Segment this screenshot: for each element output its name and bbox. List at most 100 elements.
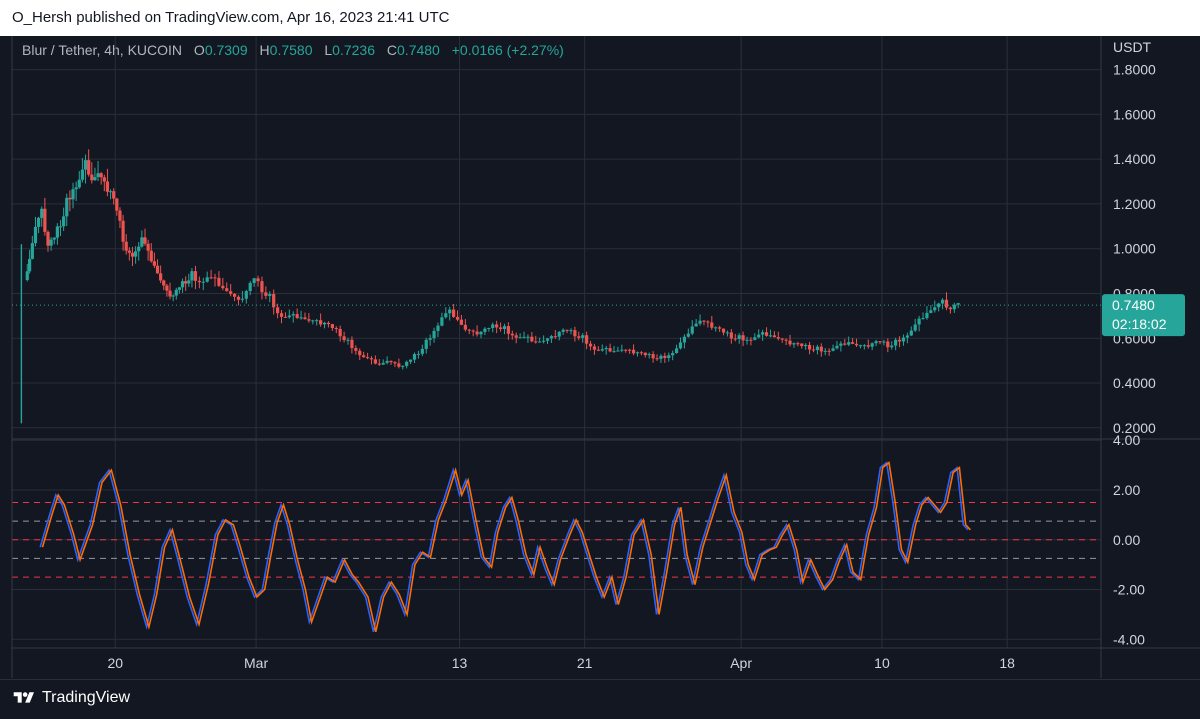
price-tick-label: 1.6000 bbox=[1113, 106, 1156, 122]
candle-body bbox=[608, 348, 612, 352]
price-tick-label: 1.2000 bbox=[1113, 196, 1156, 212]
published-text: O_Hersh published on TradingView.com, Ap… bbox=[12, 9, 450, 26]
candle-body bbox=[90, 174, 94, 181]
candle-body bbox=[68, 197, 72, 200]
change-value: +0.0166 (+2.27%) bbox=[451, 42, 564, 58]
candle-body bbox=[561, 329, 565, 332]
candle-body bbox=[886, 341, 890, 348]
candle-body bbox=[784, 339, 788, 341]
candle-body bbox=[749, 339, 753, 341]
candle-body bbox=[77, 179, 81, 188]
candle-body bbox=[405, 361, 409, 366]
candle-body bbox=[671, 353, 675, 356]
candle-body bbox=[937, 303, 941, 308]
oscillator-tick-label: 2.00 bbox=[1113, 482, 1140, 498]
candle-body bbox=[346, 339, 350, 341]
candle-body bbox=[71, 189, 75, 200]
candle-body bbox=[471, 330, 475, 332]
candle-body bbox=[498, 327, 503, 330]
candle-body bbox=[600, 349, 604, 351]
candle-body bbox=[690, 326, 694, 334]
tradingview-logo-icon bbox=[13, 692, 34, 703]
price-chart[interactable]: 1.80001.60001.40001.20001.00000.80000.60… bbox=[0, 36, 1200, 678]
candle-body bbox=[944, 299, 949, 308]
candle-body bbox=[694, 323, 698, 327]
candle-body bbox=[530, 336, 534, 342]
candle-body bbox=[155, 265, 160, 274]
last-price-box bbox=[1102, 294, 1185, 337]
symbol-legend: Blur / Tether, 4h, KUCOIN O0.7309 H0.758… bbox=[22, 42, 564, 58]
candle-body bbox=[866, 345, 870, 347]
candle-body bbox=[205, 277, 209, 282]
candle-body bbox=[847, 342, 851, 345]
candle-body bbox=[74, 187, 78, 190]
candle-body bbox=[36, 217, 41, 227]
candle-body bbox=[174, 289, 178, 296]
candle-body bbox=[514, 335, 518, 338]
low-label: L bbox=[324, 42, 333, 58]
candle-body bbox=[796, 343, 800, 345]
candle-body bbox=[256, 278, 260, 282]
candle-body bbox=[213, 277, 217, 279]
candle-body bbox=[647, 354, 651, 356]
candle-body bbox=[225, 288, 229, 292]
candle-body bbox=[733, 338, 737, 340]
candle-body bbox=[171, 295, 175, 297]
candle-body bbox=[616, 350, 620, 352]
candle-body bbox=[737, 335, 741, 339]
candle-body bbox=[381, 362, 385, 365]
candle-body bbox=[260, 281, 264, 293]
candle-body bbox=[432, 330, 436, 339]
candle-body bbox=[322, 322, 327, 325]
candle-body bbox=[40, 208, 44, 218]
candle-body bbox=[49, 239, 53, 246]
candle-body bbox=[149, 250, 153, 262]
tradingview-brand[interactable]: TradingView bbox=[12, 689, 130, 707]
candle-body bbox=[659, 355, 663, 359]
candle-body bbox=[819, 346, 823, 352]
candle-body bbox=[180, 281, 185, 288]
candle-body bbox=[287, 315, 291, 318]
candle-body bbox=[467, 329, 471, 331]
candle-body bbox=[385, 360, 389, 363]
candle-body bbox=[46, 231, 50, 246]
candle-body bbox=[565, 329, 569, 331]
candle-body bbox=[83, 160, 88, 170]
candle-body bbox=[764, 332, 769, 336]
candle-body bbox=[635, 352, 640, 354]
time-axis: 20 Mar 13 21 Apr 10 18 bbox=[107, 655, 1015, 671]
price-tick-label: 1.4000 bbox=[1113, 151, 1156, 167]
candle-body bbox=[858, 345, 863, 347]
candle-body bbox=[596, 349, 600, 351]
candle-body bbox=[792, 343, 796, 345]
candle-body bbox=[682, 336, 687, 343]
candle-body bbox=[319, 320, 323, 325]
candle-body bbox=[538, 341, 542, 343]
candle-body bbox=[190, 271, 194, 281]
close-value: 0.7480 bbox=[397, 42, 440, 58]
candle-body bbox=[412, 354, 417, 360]
candle-body bbox=[557, 331, 561, 337]
candle-body bbox=[545, 338, 550, 341]
candle-body bbox=[612, 351, 616, 353]
candle-body bbox=[455, 316, 460, 320]
candle-body bbox=[93, 177, 97, 181]
price-axis: 1.80001.60001.40001.20001.00000.80000.60… bbox=[1113, 62, 1156, 436]
oscillator-slow-line bbox=[41, 461, 971, 632]
oscillator-tick-label: 0.00 bbox=[1113, 532, 1140, 548]
candle-body bbox=[58, 226, 63, 228]
published-header: O_Hersh published on TradingView.com, Ap… bbox=[0, 0, 1200, 36]
candle-body bbox=[221, 285, 225, 289]
candle-body bbox=[187, 280, 191, 284]
candle-body bbox=[408, 359, 413, 362]
candle-body bbox=[495, 324, 499, 328]
candle-body bbox=[788, 340, 792, 345]
candle-body bbox=[479, 331, 483, 335]
candle-body bbox=[240, 298, 244, 300]
time-tick-label: 13 bbox=[452, 655, 468, 671]
candle-body bbox=[184, 281, 188, 284]
candle-body bbox=[362, 355, 366, 358]
oscillator-fast-line bbox=[39, 461, 969, 632]
candle-body bbox=[913, 324, 917, 331]
candle-body bbox=[252, 278, 256, 283]
